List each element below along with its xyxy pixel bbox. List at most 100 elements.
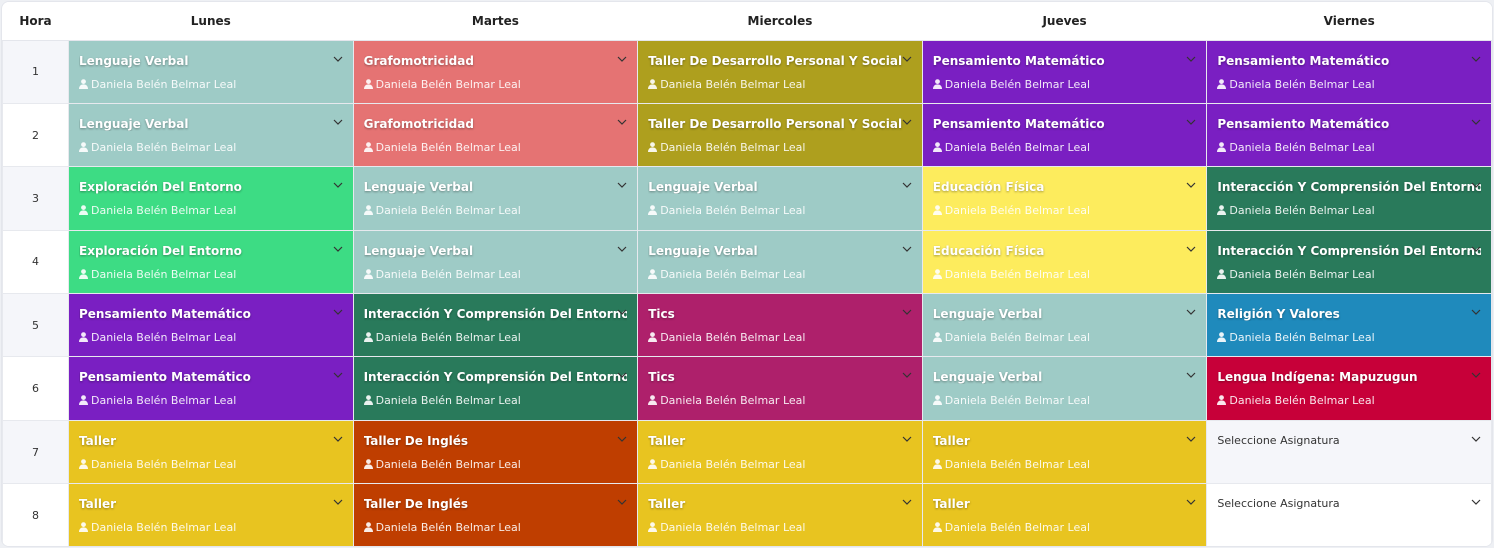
subject-select[interactable]: Taller De Desarrollo Personal Y Social Da… — [638, 40, 922, 103]
schedule-cell: Lengua Indígena: Mapuzugun Daniela Belén … — [1206, 356, 1492, 421]
hora-cell: 7 — [2, 419, 69, 485]
subject-select[interactable]: Taller Daniela Belén Belmar Leal — [922, 484, 1207, 546]
subject-select[interactable]: Taller Daniela Belén Belmar Leal — [69, 484, 353, 546]
schedule-cell: Pensamiento Matemático Daniela Belén Belm… — [68, 356, 354, 421]
subject-select[interactable]: Tics Daniela Belén Belmar Leal — [638, 294, 922, 357]
subject-name: Lenguaje Verbal — [79, 116, 189, 131]
person-icon — [648, 142, 658, 152]
subject-select[interactable]: Pensamiento Matemático Daniela Belén Belm… — [1207, 40, 1491, 103]
schedule-cell: Exploración Del Entorno Daniela Belén Bel… — [68, 229, 354, 295]
subject-name: Lenguaje Verbal — [648, 180, 758, 195]
schedule-cell: Pensamiento Matemático Daniela Belén Belm… — [1206, 102, 1492, 168]
schedule-cell: Lenguaje Verbal Daniela Belén Belmar Leal — [921, 293, 1208, 358]
subject-select[interactable]: Pensamiento Matemático Daniela Belén Belm… — [1207, 103, 1491, 167]
chevron-down-icon — [1186, 119, 1196, 125]
subject-placeholder: Seleccione Asignatura — [1217, 433, 1340, 447]
person-icon — [79, 142, 88, 152]
teacher-name: Daniela Belén Belmar Leal — [660, 521, 806, 535]
subject-select[interactable]: Pensamiento Matemático Daniela Belén Belm… — [922, 103, 1207, 167]
person-icon — [1217, 332, 1227, 343]
subject-select[interactable]: Pensamiento Matemático Daniela Belén Belm… — [69, 357, 353, 420]
subject-select[interactable]: Lengua Indígena: Mapuzugun Daniela Belén … — [1207, 357, 1491, 420]
schedule-cell: Pensamiento Matemático Daniela Belén Belm… — [921, 102, 1208, 168]
subject-name: Taller — [932, 433, 970, 448]
teacher: Daniela Belén Belmar Leal — [1217, 331, 1481, 344]
schedule-row: 6 Pensamiento Matemático Daniela Belén Bel… — [2, 356, 1492, 421]
subject-select[interactable]: Religión Y Valores Daniela Belén Belmar L… — [1207, 294, 1491, 357]
schedule-cell: Taller Daniela Belén Belmar Leal — [921, 483, 1208, 546]
hora-cell: 8 — [2, 483, 69, 546]
schedule-row: 5 Pensamiento Matemático Daniela Belén Bel… — [2, 293, 1492, 358]
chevron-down-icon — [1471, 373, 1481, 379]
subject-select[interactable]: Seleccione Asignatura — [1207, 420, 1491, 484]
teacher: Daniela Belén Belmar Leal — [363, 77, 628, 91]
subject-name: Lengua Indígena: Mapuzugun — [1217, 370, 1418, 385]
person-icon — [79, 332, 88, 343]
teacher: Daniela Belén Belmar Leal — [1217, 204, 1481, 217]
subject-select[interactable]: Lenguaje Verbal Daniela Belén Belmar Leal — [69, 40, 353, 103]
schedule-cell: Taller De Inglés Daniela Belén Belmar Lea… — [352, 419, 639, 485]
subject-name: Religión Y Valores — [1217, 307, 1340, 322]
schedule-cell: Grafomotricidad Daniela Belén Belmar Leal — [352, 39, 639, 104]
teacher: Daniela Belén Belmar Leal — [363, 204, 628, 217]
subject-select[interactable]: Interacción Y Comprensión Del Entorno Dan… — [1207, 167, 1491, 230]
subject-select[interactable]: Lenguaje Verbal Daniela Belén Belmar Leal — [69, 103, 353, 167]
subject-select[interactable]: Exploración Del Entorno Daniela Belén Bel… — [69, 167, 353, 230]
teacher-name: Daniela Belén Belmar Leal — [91, 331, 237, 345]
chevron-down-icon — [1471, 56, 1481, 62]
subject-select[interactable]: Seleccione Asignatura — [1207, 484, 1491, 546]
subject-placeholder: Seleccione Asignatura — [1217, 497, 1340, 511]
schedule-cell: Religión Y Valores Daniela Belén Belmar L… — [1206, 293, 1492, 358]
subject-name: Interacción Y Comprensión Del Entorno — [1217, 180, 1481, 195]
subject-select[interactable]: Taller De Inglés Daniela Belén Belmar Lea… — [353, 420, 638, 484]
subject-select[interactable]: Lenguaje Verbal Daniela Belén Belmar Leal — [638, 167, 922, 230]
subject-select[interactable]: Taller Daniela Belén Belmar Leal — [922, 420, 1207, 484]
subject-name: Pensamiento Matemático — [1217, 116, 1390, 131]
teacher-name: Daniela Belén Belmar Leal — [944, 140, 1091, 154]
subject-select[interactable]: Educación Física Daniela Belén Belmar Lea… — [922, 167, 1207, 230]
teacher-name: Daniela Belén Belmar Leal — [660, 457, 806, 471]
teacher: Daniela Belén Belmar Leal — [79, 78, 343, 91]
person-icon — [932, 522, 942, 533]
teacher-name: Daniela Belén Belmar Leal — [91, 204, 237, 218]
subject-select[interactable]: Lenguaje Verbal Daniela Belén Belmar Leal — [638, 230, 922, 294]
subject-select[interactable]: Taller De Desarrollo Personal Y Social Da… — [638, 103, 922, 167]
teacher: Daniela Belén Belmar Leal — [932, 521, 1197, 534]
subject-name: Taller De Desarrollo Personal Y Social — [648, 53, 903, 68]
subject-select[interactable]: Lenguaje Verbal Daniela Belén Belmar Leal — [922, 357, 1207, 420]
subject-select[interactable]: Interacción Y Comprensión Del Entorno Dan… — [1207, 230, 1491, 294]
subject-select[interactable]: Taller Daniela Belén Belmar Leal — [638, 484, 922, 546]
teacher-name: Daniela Belén Belmar Leal — [375, 77, 521, 91]
schedule-cell: Exploración Del Entorno Daniela Belén Bel… — [68, 166, 354, 231]
subject-select[interactable]: Grafomotricidad Daniela Belén Belmar Leal — [353, 40, 638, 103]
person-icon — [648, 268, 658, 279]
person-icon — [363, 268, 373, 279]
subject-select[interactable]: Pensamiento Matemático Daniela Belén Belm… — [69, 294, 353, 357]
chevron-down-icon — [617, 119, 627, 125]
person-icon — [648, 395, 658, 406]
subject-select[interactable]: Exploración Del Entorno Daniela Belén Bel… — [69, 230, 353, 294]
subject-select[interactable]: Taller Daniela Belén Belmar Leal — [69, 420, 353, 484]
subject-select[interactable]: Lenguaje Verbal Daniela Belén Belmar Leal — [353, 230, 638, 294]
teacher-name: Daniela Belén Belmar Leal — [660, 267, 806, 281]
subject-select[interactable]: Interacción Y Comprensión Del Entorno Dan… — [353, 357, 638, 420]
subject-select[interactable]: Lenguaje Verbal Daniela Belén Belmar Leal — [353, 167, 638, 230]
subject-name: Lenguaje Verbal — [79, 53, 189, 68]
subject-select[interactable]: Taller Daniela Belén Belmar Leal — [638, 420, 922, 484]
subject-select[interactable]: Pensamiento Matemático Daniela Belén Belm… — [922, 40, 1207, 103]
subject-select[interactable]: Lenguaje Verbal Daniela Belén Belmar Leal — [922, 294, 1207, 357]
subject-select[interactable]: Grafomotricidad Daniela Belén Belmar Leal — [353, 103, 638, 167]
subject-select[interactable]: Interacción Y Comprensión Del Entorno Dan… — [353, 294, 638, 357]
subject-select[interactable]: Educación Física Daniela Belén Belmar Lea… — [922, 230, 1207, 294]
person-icon — [79, 268, 88, 279]
teacher: Daniela Belén Belmar Leal — [648, 268, 912, 281]
subject-select[interactable]: Tics Daniela Belén Belmar Leal — [638, 357, 922, 420]
chevron-down-icon — [333, 499, 343, 506]
schedule-cell: Taller Daniela Belén Belmar Leal — [637, 419, 923, 485]
header-day: Miercoles — [637, 2, 923, 41]
teacher-name: Daniela Belén Belmar Leal — [1229, 204, 1375, 218]
person-icon — [363, 205, 373, 216]
subject-select[interactable]: Taller De Inglés Daniela Belén Belmar Lea… — [353, 484, 638, 546]
teacher-name: Daniela Belén Belmar Leal — [1229, 77, 1375, 91]
